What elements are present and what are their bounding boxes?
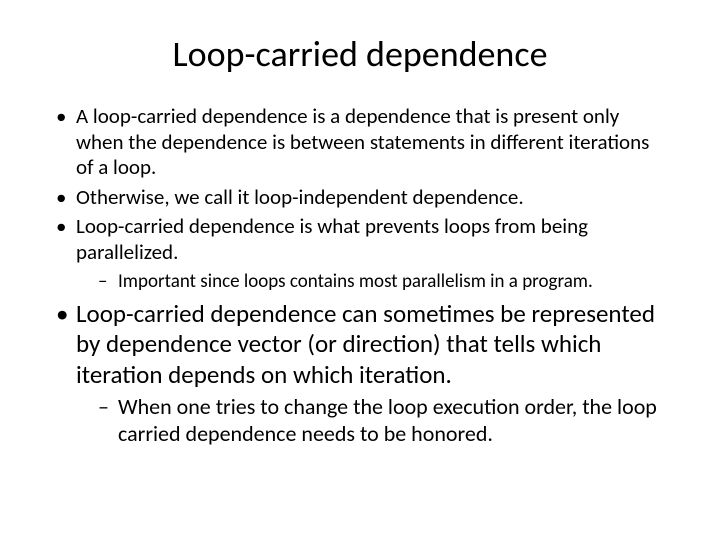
sub-bullet-text: When one tries to change the loop execut… <box>118 393 657 447</box>
bullet-text: Loop-carried dependence is what prevents… <box>76 213 588 265</box>
bullet-list: A loop-carried dependence is a dependenc… <box>40 104 680 448</box>
sub-bullet-list: Important since loops contains most para… <box>76 270 670 293</box>
sub-bullet-item: When one tries to change the loop execut… <box>96 394 670 448</box>
sub-bullet-text: Important since loops contains most para… <box>118 270 593 293</box>
bullet-item: Loop-carried dependence is what prevents… <box>50 214 670 292</box>
bullet-text: Loop-carried dependence can sometimes be… <box>76 298 655 390</box>
slide: Loop-carried dependence A loop-carried d… <box>0 0 720 540</box>
slide-title: Loop-carried dependence <box>40 32 680 76</box>
sub-bullet-list: When one tries to change the loop execut… <box>76 394 670 448</box>
bullet-item: Otherwise, we call it loop-independent d… <box>50 185 670 211</box>
bullet-item: Loop-carried dependence can sometimes be… <box>50 299 670 448</box>
sub-bullet-item: Important since loops contains most para… <box>96 270 670 293</box>
bullet-text: Otherwise, we call it loop-independent d… <box>76 184 524 210</box>
bullet-text: A loop-carried dependence is a dependenc… <box>76 103 649 180</box>
bullet-item: A loop-carried dependence is a dependenc… <box>50 104 670 181</box>
